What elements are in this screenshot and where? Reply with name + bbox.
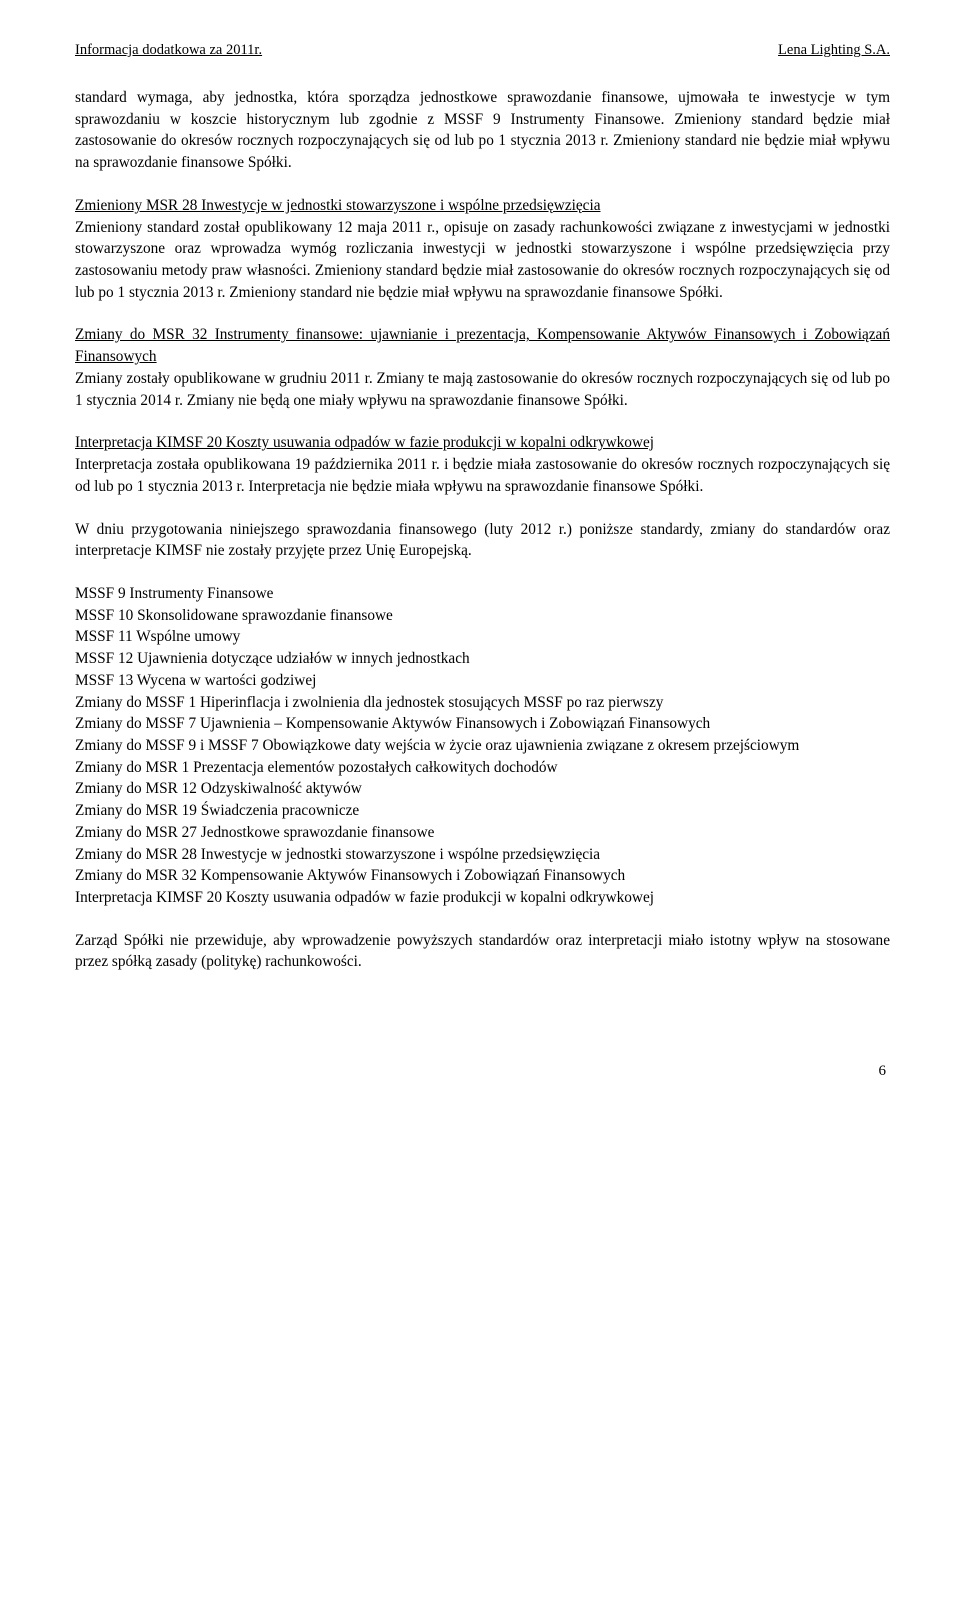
paragraph-1: standard wymaga, aby jednostka, która sp… [75,87,890,174]
header-right: Lena Lighting S.A. [778,42,890,59]
paragraph-5: W dniu przygotowania niniejszego sprawoz… [75,519,890,562]
standards-list-item: Zmiany do MSSF 1 Hiperinflacja i zwolnie… [75,692,890,714]
standards-list-item: Zmiany do MSR 19 Świadczenia pracownicze [75,800,890,822]
standards-list-item: MSSF 13 Wycena w wartości godziwej [75,670,890,692]
standards-list-item: Interpretacja KIMSF 20 Koszty usuwania o… [75,887,890,909]
paragraph-3-title: Zmiany do MSR 32 Instrumenty finansowe: … [75,326,890,365]
paragraph-4: Interpretacja KIMSF 20 Koszty usuwania o… [75,432,890,497]
page-header: Informacja dodatkowa za 2011r. Lena Ligh… [75,42,890,59]
paragraph-2: Zmieniony MSR 28 Inwestycje w jednostki … [75,195,890,304]
standards-list-item: Zmiany do MSSF 9 i MSSF 7 Obowiązkowe da… [75,735,890,757]
paragraph-6: Zarząd Spółki nie przewiduje, aby wprowa… [75,930,890,973]
standards-list: MSSF 9 Instrumenty FinansoweMSSF 10 Skon… [75,583,890,909]
page-number: 6 [75,1063,890,1080]
paragraph-2-title: Zmieniony MSR 28 Inwestycje w jednostki … [75,197,601,214]
standards-list-item: Zmiany do MSR 32 Kompensowanie Aktywów F… [75,865,890,887]
standards-list-item: Zmiany do MSSF 7 Ujawnienia – Kompensowa… [75,713,890,735]
paragraph-2-body: Zmieniony standard został opublikowany 1… [75,219,890,301]
header-left: Informacja dodatkowa za 2011r. [75,42,262,59]
standards-list-item: MSSF 10 Skonsolidowane sprawozdanie fina… [75,605,890,627]
standards-list-item: Zmiany do MSR 27 Jednostkowe sprawozdani… [75,822,890,844]
standards-list-item: MSSF 11 Wspólne umowy [75,626,890,648]
standards-list-item: Zmiany do MSR 12 Odzyskiwalność aktywów [75,778,890,800]
paragraph-4-body: Interpretacja została opublikowana 19 pa… [75,456,890,495]
standards-list-item: MSSF 9 Instrumenty Finansowe [75,583,890,605]
paragraph-3: Zmiany do MSR 32 Instrumenty finansowe: … [75,324,890,411]
paragraph-4-title: Interpretacja KIMSF 20 Koszty usuwania o… [75,434,654,451]
document-page: Informacja dodatkowa za 2011r. Lena Ligh… [0,0,960,1120]
standards-list-item: Zmiany do MSR 28 Inwestycje w jednostki … [75,844,890,866]
standards-list-item: Zmiany do MSR 1 Prezentacja elementów po… [75,757,890,779]
paragraph-3-body: Zmiany zostały opublikowane w grudniu 20… [75,370,890,409]
standards-list-item: MSSF 12 Ujawnienia dotyczące udziałów w … [75,648,890,670]
